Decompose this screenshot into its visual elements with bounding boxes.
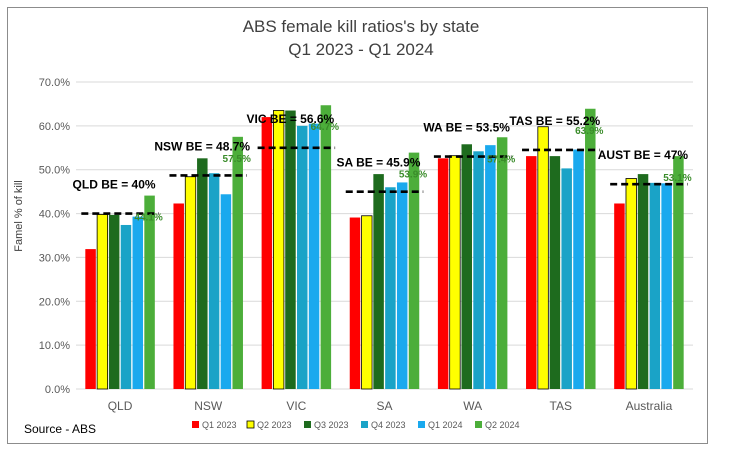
bar xyxy=(308,123,320,390)
bar xyxy=(461,144,472,389)
legend-label: Q3 2023 xyxy=(314,420,349,430)
y-tick-label: 70.0% xyxy=(39,77,70,89)
bar xyxy=(649,182,661,389)
bar xyxy=(297,125,308,389)
x-tick-label: WA xyxy=(463,399,482,413)
bar xyxy=(537,126,549,390)
bar xyxy=(361,215,373,390)
y-axis-label: Famel % of kill xyxy=(13,180,25,252)
y-tick-label: 50.0% xyxy=(39,165,70,177)
data-label: 57.5% xyxy=(223,154,251,165)
bar xyxy=(385,187,396,389)
bar xyxy=(661,183,672,389)
breakeven-label: VIC BE = 56.6% xyxy=(246,112,334,126)
breakeven-label: AUST BE = 47% xyxy=(598,148,689,162)
breakeven-label: QLD BE = 40% xyxy=(73,178,156,192)
x-tick-label: NSW xyxy=(194,399,223,413)
chart-title: ABS female kill ratios's by state xyxy=(243,17,480,36)
bar xyxy=(261,117,273,389)
y-tick-label: 0.0% xyxy=(45,384,70,396)
chart-frame: ABS female kill ratios's by state Q1 202… xyxy=(7,7,708,444)
bar xyxy=(485,145,496,389)
data-label: 57.4% xyxy=(487,154,515,165)
bar xyxy=(232,136,243,389)
bar xyxy=(526,156,537,389)
data-label: 64.7% xyxy=(311,122,339,133)
breakeven-label: SA BE = 45.9% xyxy=(337,156,421,170)
chart-subtitle: Q1 2023 - Q1 2024 xyxy=(288,40,434,59)
legend-swatch xyxy=(246,420,255,429)
data-label: 63.9% xyxy=(575,126,603,137)
bar xyxy=(96,214,109,390)
bar xyxy=(173,203,184,389)
data-label: 53.9% xyxy=(399,170,427,181)
bar xyxy=(637,174,649,389)
source-note: Source - ABS xyxy=(24,422,97,436)
y-tick-labels: 0.0% 10.0% 20.0% 30.0% 40.0% 50.0% 60.0% 70.0% xyxy=(39,77,70,396)
bar xyxy=(614,203,625,389)
legend-label: Q2 2024 xyxy=(485,420,520,430)
legend-label: Q1 2024 xyxy=(428,420,463,430)
y-tick-label: 40.0% xyxy=(39,209,70,221)
legend: Q1 2023 Q2 2023 Q3 2023 Q4 2023 Q1 2024 Q2 20… xyxy=(192,420,520,430)
bar xyxy=(273,110,285,390)
bar xyxy=(349,217,361,389)
legend-swatch xyxy=(304,421,311,428)
y-tick-label: 20.0% xyxy=(39,296,70,308)
bars xyxy=(85,105,684,390)
data-label: 44.1% xyxy=(134,213,162,224)
bar xyxy=(108,214,120,389)
bar xyxy=(144,195,155,389)
y-tick-label: 60.0% xyxy=(39,121,70,133)
bar xyxy=(437,158,449,389)
bar-chart: ABS female kill ratios's by state Q1 202… xyxy=(13,17,693,430)
bar xyxy=(473,151,484,389)
data-label: 53.1% xyxy=(663,173,691,184)
breakeven-label: TAS BE = 55.2% xyxy=(509,114,600,128)
x-tick-label: VIC xyxy=(286,399,306,413)
bar xyxy=(220,194,232,389)
x-tick-labels: QLD NSW VIC SA WA TAS Australia xyxy=(108,399,673,413)
y-tick-label: 10.0% xyxy=(39,340,70,352)
bar xyxy=(673,156,684,389)
legend-swatch xyxy=(418,421,425,428)
x-tick-label: Australia xyxy=(626,399,673,413)
bar xyxy=(120,224,132,389)
breakeven-lines: QLD BE = 40% 44.1% NSW BE = 48.7%57.5% VIC … xyxy=(73,112,692,224)
bar xyxy=(585,108,596,389)
x-tick-label: QLD xyxy=(108,399,133,413)
bar xyxy=(85,249,96,389)
bar xyxy=(132,216,144,389)
bar xyxy=(561,168,572,389)
legend-swatch xyxy=(361,421,368,428)
legend-label: Q2 2023 xyxy=(257,420,292,430)
bar xyxy=(549,156,561,389)
y-tick-label: 30.0% xyxy=(39,252,70,264)
legend-swatch xyxy=(475,421,482,428)
breakeven-label: WA BE = 53.5% xyxy=(423,121,510,135)
legend-swatch xyxy=(192,421,199,428)
legend-label: Q1 2023 xyxy=(202,420,237,430)
bar xyxy=(573,149,584,389)
breakeven-label: NSW BE = 48.7% xyxy=(154,139,250,153)
bar xyxy=(449,155,461,390)
bar xyxy=(320,105,332,389)
x-tick-label: TAS xyxy=(550,399,572,413)
bar xyxy=(184,176,197,390)
legend-label: Q4 2023 xyxy=(371,420,406,430)
bar xyxy=(373,174,384,389)
bar xyxy=(197,158,208,389)
bar xyxy=(396,182,408,389)
x-tick-label: SA xyxy=(376,399,392,413)
bar xyxy=(285,110,296,389)
bar xyxy=(625,178,637,390)
bar xyxy=(408,152,420,389)
bar xyxy=(208,173,220,389)
bar xyxy=(496,137,508,389)
